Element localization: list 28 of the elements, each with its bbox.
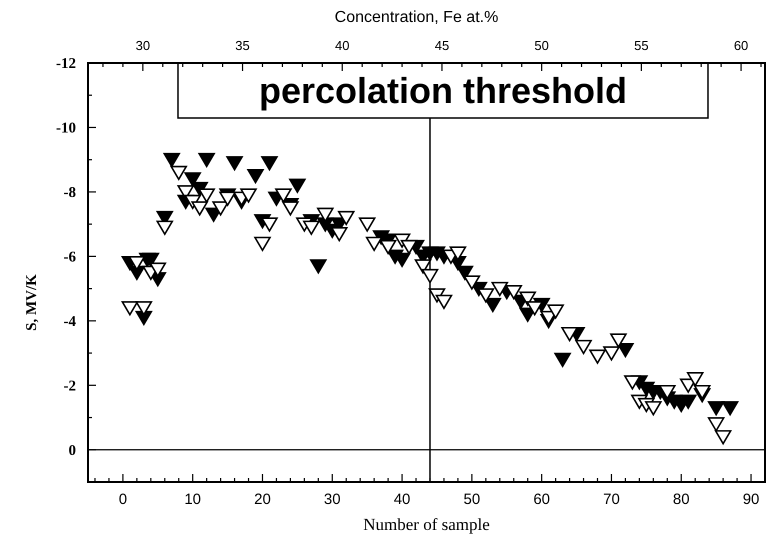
x-tick-label: 80 (672, 491, 690, 508)
y-tick-label: -10 (56, 120, 76, 136)
x-tick-label: 10 (184, 491, 202, 508)
x-tick-label: 50 (464, 491, 480, 508)
y-tick-label: -6 (64, 249, 76, 266)
y-axis-title: S, MV/K (24, 274, 40, 331)
y-tick-label: -2 (64, 378, 76, 394)
x2-axis-title: Concentration, Fe at.% (334, 9, 498, 26)
y-tick-label: -4 (64, 314, 76, 330)
y-tick-label: -8 (64, 184, 76, 201)
x2-tick-label: 45 (434, 38, 450, 53)
x2-tick-label: 40 (335, 38, 350, 53)
x2-tick-label: 50 (534, 38, 549, 53)
x2-tick-label: 35 (235, 38, 250, 53)
x-tick-label: 20 (254, 491, 271, 508)
x2-tick-label: 60 (734, 38, 748, 53)
x2-tick-label: 30 (136, 38, 150, 53)
x-axis-title: Number of sample (363, 515, 490, 534)
x-tick-label: 70 (603, 491, 620, 508)
x2-tick-label: 55 (634, 38, 649, 53)
ref-line-label: percolation threshold (258, 70, 628, 111)
x-tick-label: 40 (394, 491, 410, 508)
x-tick-label: 30 (324, 491, 341, 508)
x-tick-label: 0 (118, 491, 128, 508)
x-tick-label: 60 (533, 491, 550, 508)
x-tick-label: 90 (742, 491, 760, 508)
y-tick-label: 0 (68, 442, 76, 459)
y-tick-label: -12 (56, 56, 76, 72)
